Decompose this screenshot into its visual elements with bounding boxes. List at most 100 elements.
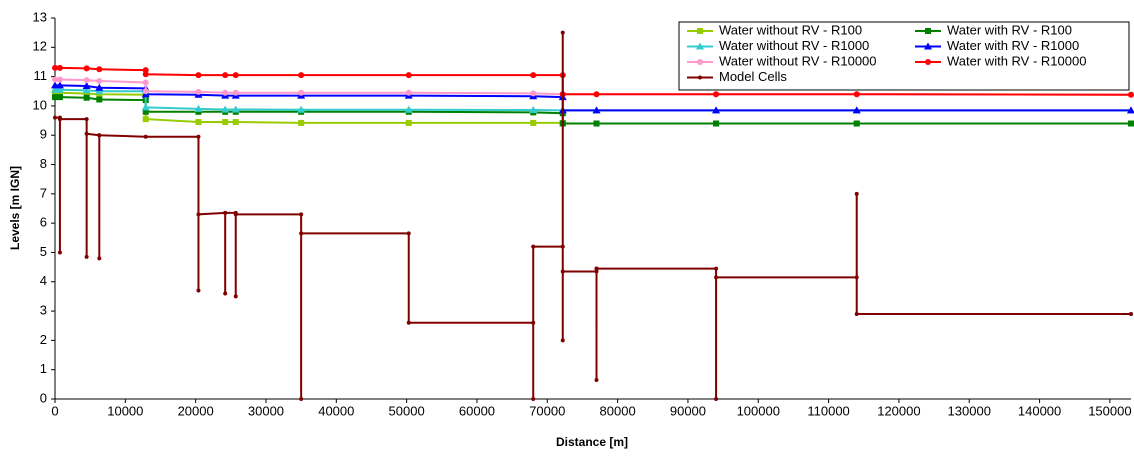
marker <box>96 78 103 85</box>
legend-label: Water with RV - R100 <box>947 22 1072 37</box>
marker <box>697 28 703 34</box>
marker <box>233 212 238 217</box>
x-tick-label: 110000 <box>807 403 849 418</box>
marker <box>714 275 719 280</box>
marker <box>223 210 228 215</box>
marker <box>195 119 202 126</box>
marker <box>593 91 600 98</box>
legend-label: Water with RV - R10000 <box>947 53 1086 68</box>
y-tick-label: 12 <box>33 39 47 54</box>
legend-label: Model Cells <box>719 69 787 84</box>
marker <box>222 119 229 126</box>
marker <box>52 64 58 71</box>
x-tick-label: 0 <box>51 403 58 418</box>
y-tick-label: 7 <box>40 185 47 200</box>
x-tick-label: 130000 <box>948 403 991 418</box>
marker <box>593 120 600 127</box>
marker <box>231 105 240 113</box>
x-tick-label: 100000 <box>737 403 780 418</box>
marker <box>404 105 413 113</box>
marker <box>83 77 90 84</box>
marker <box>1129 312 1133 317</box>
marker <box>196 288 201 293</box>
marker <box>713 120 720 127</box>
y-tick-label: 9 <box>40 127 47 142</box>
marker <box>405 89 412 96</box>
marker <box>142 67 149 74</box>
legend-label: Water with RV - R1000 <box>947 38 1079 53</box>
y-tick-label: 11 <box>34 68 48 83</box>
y-tick-label: 4 <box>40 273 47 288</box>
marker <box>714 397 719 401</box>
marker <box>925 59 931 65</box>
y-axis-title: Levels [m IGN] <box>8 166 22 250</box>
marker <box>405 119 412 126</box>
legend-label: Water without RV - R1000 <box>719 38 869 53</box>
x-axis-title: Distance [m] <box>556 435 628 449</box>
marker <box>223 291 228 296</box>
marker <box>594 269 599 274</box>
marker <box>142 79 149 86</box>
marker <box>82 81 91 89</box>
x-tick-label: 30000 <box>248 403 284 418</box>
marker <box>1128 91 1134 98</box>
marker <box>222 72 229 79</box>
marker <box>196 212 201 217</box>
marker <box>56 64 63 71</box>
marker <box>924 42 932 50</box>
marker <box>854 275 859 280</box>
marker <box>853 120 860 127</box>
marker <box>194 104 203 112</box>
marker <box>142 71 149 78</box>
marker <box>298 72 305 79</box>
marker <box>83 90 90 97</box>
marker <box>83 65 90 72</box>
y-tick-label: 1 <box>40 361 47 376</box>
marker <box>299 397 304 401</box>
marker <box>232 119 239 126</box>
x-tick-label: 70000 <box>529 403 565 418</box>
marker <box>95 87 104 95</box>
marker <box>141 103 150 111</box>
marker <box>82 86 91 94</box>
marker <box>594 377 599 382</box>
marker <box>232 89 239 96</box>
marker <box>298 119 305 126</box>
marker <box>406 231 411 236</box>
marker <box>594 266 599 271</box>
x-tick-label: 120000 <box>877 403 920 418</box>
y-tick-label: 2 <box>40 332 47 347</box>
y-tick-label: 8 <box>40 156 47 171</box>
marker <box>53 115 57 120</box>
x-tick-label: 140000 <box>1018 403 1061 418</box>
marker <box>1127 106 1134 114</box>
marker <box>531 397 536 401</box>
marker <box>854 191 859 196</box>
marker <box>84 117 89 122</box>
marker <box>852 106 861 114</box>
x-tick-label: 50000 <box>389 403 425 418</box>
marker <box>405 72 412 79</box>
legend-box <box>678 21 1130 91</box>
marker <box>52 94 58 101</box>
x-tick-label: 20000 <box>178 403 214 418</box>
marker <box>196 134 201 139</box>
marker <box>232 72 239 79</box>
marker <box>529 106 538 114</box>
marker <box>560 30 565 35</box>
marker <box>1128 120 1134 127</box>
marker <box>84 131 89 136</box>
y-tick-label: 6 <box>40 215 47 230</box>
marker <box>853 91 860 98</box>
y-tick-label: 5 <box>40 244 47 259</box>
marker <box>299 231 304 236</box>
marker <box>84 254 89 259</box>
series-line <box>55 91 1131 125</box>
marker <box>95 83 104 91</box>
x-tick-label: 90000 <box>670 403 706 418</box>
marker <box>698 75 702 80</box>
x-tick-label: 40000 <box>318 403 354 418</box>
marker <box>142 88 149 95</box>
